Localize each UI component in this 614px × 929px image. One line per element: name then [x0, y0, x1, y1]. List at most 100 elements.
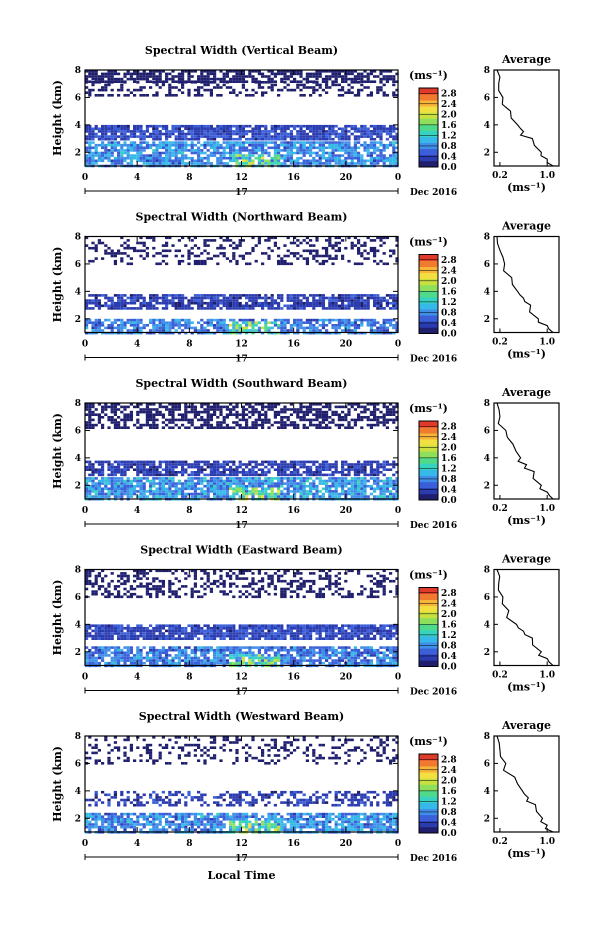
heatmap-cell: [261, 162, 265, 165]
heatmap-cell: [158, 405, 162, 409]
heatmap-cell: [318, 254, 322, 258]
heatmap-cell: [245, 423, 249, 427]
heatmap-cell: [251, 149, 255, 152]
heatmap-cell: [213, 492, 217, 496]
heatmap-cell: [360, 410, 364, 414]
heatmap-cell: [251, 143, 255, 147]
heatmap-cell: [318, 473, 322, 477]
heatmap-cell: [241, 156, 245, 160]
heatmap-cell: [158, 324, 162, 327]
heatmap-cell: [88, 463, 92, 466]
heatmap-cell: [177, 127, 181, 131]
heatmap-cell: [321, 141, 325, 144]
heatmap-cell: [184, 413, 188, 416]
heatmap-cell: [241, 413, 245, 416]
heatmap-cell: [85, 86, 89, 89]
heatmap-cell: [373, 479, 377, 483]
heatmap-cell: [126, 301, 130, 305]
heatmap-cell: [145, 80, 149, 83]
heatmap-cell: [293, 324, 297, 327]
heatmap-cell: [225, 484, 229, 488]
heatmap-cell: [270, 460, 274, 464]
heatmap-cell: [248, 318, 252, 322]
heatmap-cell: [277, 127, 281, 131]
heatmap-cell: [289, 124, 293, 128]
heatmap-cell: [241, 72, 245, 76]
heatmap-cell: [293, 479, 297, 483]
heatmap-cell: [264, 294, 268, 297]
heatmap-cell: [267, 154, 271, 157]
heatmap-cell: [139, 86, 143, 89]
heatmap-cell: [289, 490, 293, 493]
heatmap-cell: [325, 465, 329, 469]
heatmap-cell: [251, 249, 255, 253]
heatmap-cell: [177, 130, 181, 133]
heatmap-cell: [392, 127, 396, 131]
heatmap-cell: [312, 91, 316, 94]
heatmap-cell: [357, 141, 361, 144]
heatmap-cell: [235, 156, 239, 160]
heatmap-cell: [337, 296, 341, 300]
heatmap-cell: [149, 156, 153, 160]
heatmap-cell: [357, 301, 361, 305]
heatmap-cell: [344, 296, 348, 300]
heatmap-cell: [216, 83, 220, 87]
heatmap-cell: [280, 326, 284, 330]
heatmap-cell: [91, 246, 95, 250]
heatmap-cell: [209, 423, 213, 427]
heatmap-cell: [149, 490, 153, 493]
heatmap-cell: [312, 137, 316, 141]
heatmap-cell: [171, 468, 175, 471]
heatmap-cell: [337, 484, 341, 488]
heatmap-cell: [209, 416, 213, 419]
heatmap-cell: [286, 249, 290, 253]
heatmap-cell: [200, 418, 204, 422]
heatmap-cell: [187, 77, 191, 81]
heatmap-cell: [334, 477, 338, 480]
heatmap-cell: [161, 143, 165, 147]
heatmap-cell: [97, 326, 101, 330]
heatmap-cell: [341, 127, 345, 131]
heatmap-cell: [385, 94, 389, 97]
heatmap-cell: [363, 130, 367, 133]
heatmap-cell: [312, 318, 316, 322]
heatmap-cell: [315, 471, 319, 474]
heatmap-cell: [305, 477, 309, 480]
heatmap-cell: [110, 326, 114, 330]
heatmap-cell: [392, 413, 396, 416]
heatmap-cell: [328, 426, 332, 429]
heatmap-cell: [341, 135, 345, 138]
heatmap-cell: [235, 127, 239, 131]
heatmap-cell: [197, 130, 201, 133]
heatmap-cell: [382, 77, 386, 81]
heatmap-cell: [216, 460, 220, 464]
heatmap-cell: [379, 484, 383, 488]
heatmap-cell: [104, 252, 108, 255]
average-frame: [493, 69, 560, 167]
heatmap-cell: [187, 80, 191, 83]
heatmap-cell: [104, 294, 108, 297]
heatmap-cell: [366, 479, 370, 483]
heatmap-cell: [161, 299, 165, 302]
heatmap-cell: [312, 124, 316, 128]
heatmap-cell: [241, 479, 245, 483]
heatmap-cell: [264, 460, 268, 464]
heatmap-cell: [280, 299, 284, 302]
heatmap-cell: [389, 482, 393, 485]
heatmap-cell: [209, 151, 213, 155]
heatmap-cell: [200, 495, 204, 498]
heatmap-cell: [203, 124, 207, 128]
heatmap-cell: [366, 159, 370, 163]
heatmap-cell: [334, 329, 338, 332]
heatmap-cell: [270, 296, 274, 300]
heatmap-cell: [318, 159, 322, 163]
heatmap-cell: [177, 426, 181, 429]
heatmap-cell: [171, 132, 175, 136]
heatmap-cell: [273, 321, 277, 324]
heatmap-cell: [88, 127, 92, 131]
heatmap-cell: [321, 149, 325, 152]
heatmap-cell: [305, 484, 309, 488]
heatmap-cell: [251, 423, 255, 427]
heatmap-cell: [254, 143, 258, 147]
heatmap-cell: [318, 471, 322, 474]
